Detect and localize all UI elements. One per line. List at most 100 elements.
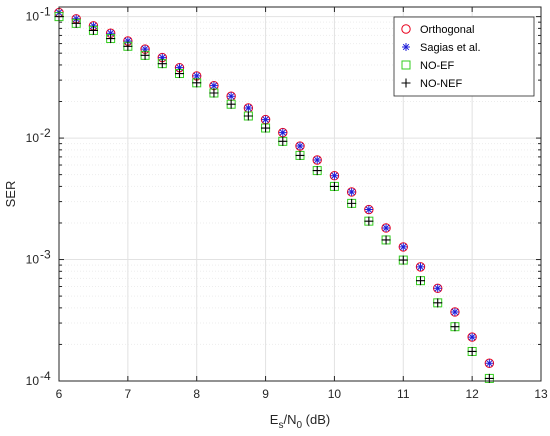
y-tick-exponent: -4 xyxy=(40,369,51,383)
y-tick-labels: 10-110-210-310-4 xyxy=(26,5,51,388)
asterisk-marker xyxy=(89,21,98,30)
asterisk-marker xyxy=(468,333,477,342)
legend-plus-marker xyxy=(401,78,411,88)
circle-marker xyxy=(329,171,340,181)
x-tick-label: 6 xyxy=(56,387,63,401)
y-tick-label: 10 xyxy=(26,131,40,145)
asterisk-marker xyxy=(313,155,322,164)
circle-marker xyxy=(295,141,305,151)
circle-marker xyxy=(312,155,322,165)
asterisk-marker xyxy=(209,81,218,90)
asterisk-marker xyxy=(485,359,494,368)
y-tick-base: 10 xyxy=(26,131,40,145)
plus-marker xyxy=(71,18,81,28)
asterisk-marker xyxy=(416,262,425,271)
plus-marker xyxy=(175,69,184,79)
asterisk-marker xyxy=(450,307,459,316)
legend-square-marker xyxy=(401,60,411,70)
asterisk-marker xyxy=(296,142,304,151)
plus-marker xyxy=(295,150,305,160)
legend-label: Orthogonal xyxy=(420,24,474,36)
y-tick-label: 10 xyxy=(26,10,40,24)
legend-label: NO-EF xyxy=(420,60,455,72)
plus-marker xyxy=(106,34,116,44)
asterisk-marker xyxy=(364,205,373,214)
circle-marker xyxy=(415,262,426,272)
y-tick-label: 10 xyxy=(26,253,40,267)
plus-marker xyxy=(433,298,443,308)
grid-lines xyxy=(59,7,541,381)
asterisk-marker xyxy=(347,187,356,196)
plus-marker xyxy=(123,41,133,51)
circle-marker xyxy=(450,307,460,317)
asterisk-marker xyxy=(261,115,270,124)
asterisk-marker xyxy=(399,242,408,251)
plot-frame xyxy=(58,6,542,382)
asterisk-marker xyxy=(106,29,115,38)
legend-items: Orthogonal Sagias et al. NO-EF NO-NEF xyxy=(401,24,481,90)
plus-marker xyxy=(364,216,374,226)
asterisk-marker xyxy=(433,284,442,293)
legend: Orthogonal Sagias et al. NO-EF NO-NEF xyxy=(393,16,535,97)
plus-marker xyxy=(467,346,477,356)
y-tick-base: 10 xyxy=(26,374,40,388)
asterisk-marker xyxy=(158,53,167,62)
x-tick-label: 11 xyxy=(397,387,410,401)
circle-marker xyxy=(433,283,443,293)
legend-label: NO-NEF xyxy=(420,78,462,90)
circle-marker xyxy=(484,358,495,368)
plus-marker xyxy=(450,322,460,332)
plus-marker xyxy=(416,276,425,286)
circle-marker xyxy=(346,187,357,197)
circle-marker xyxy=(364,204,374,215)
y-tick-exponent: -2 xyxy=(40,126,51,140)
plus-marker xyxy=(157,59,167,69)
asterisk-marker xyxy=(244,103,253,112)
legend-box xyxy=(393,16,535,97)
plus-marker xyxy=(312,166,322,176)
asterisk-marker xyxy=(123,36,132,45)
asterisk-marker xyxy=(72,14,81,23)
legend-label: Sagias et al. xyxy=(420,42,481,54)
legend-circle-marker xyxy=(401,24,411,34)
legend-asterisk-marker xyxy=(402,43,410,51)
x-tick-label: 12 xyxy=(465,387,479,401)
x-tick-label: 7 xyxy=(125,387,132,401)
y-tick-exponent: -3 xyxy=(40,248,51,262)
circle-marker xyxy=(398,242,408,252)
circle-marker xyxy=(278,127,288,138)
plus-marker xyxy=(209,88,219,98)
y-tick-base: 10 xyxy=(26,10,40,24)
plus-marker xyxy=(278,136,288,146)
asterisk-marker xyxy=(382,223,391,232)
y-axis-label: SER xyxy=(3,181,18,208)
plus-marker xyxy=(261,123,271,133)
plus-marker xyxy=(329,181,339,191)
x-tick-label: 9 xyxy=(262,387,269,401)
plus-marker xyxy=(140,50,150,60)
asterisk-marker xyxy=(192,71,201,80)
asterisk-marker xyxy=(227,92,236,101)
circle-marker xyxy=(381,223,391,233)
circle-marker xyxy=(467,332,477,342)
x-axis-label: Es/N0 (dB) xyxy=(270,412,330,431)
asterisk-marker xyxy=(141,45,150,54)
asterisk-marker xyxy=(175,63,184,72)
x-tick-label: 8 xyxy=(193,387,200,401)
series-sagias-et-al xyxy=(55,8,494,368)
plus-marker xyxy=(347,198,357,208)
y-tick-exponent: -1 xyxy=(40,5,51,19)
x-tick-label: 13 xyxy=(534,387,548,401)
plus-marker xyxy=(243,111,253,121)
x-tick-labels: 6 7 8 9 10 11 12 13 xyxy=(56,387,548,401)
asterisk-marker xyxy=(278,128,287,137)
plus-marker xyxy=(226,99,236,109)
asterisk-marker xyxy=(330,171,339,180)
y-tick-label: 10 xyxy=(26,374,40,388)
series-orthogonal xyxy=(54,7,495,368)
x-tick-label: 10 xyxy=(328,387,342,401)
plus-marker xyxy=(192,78,202,88)
plus-marker xyxy=(381,235,391,245)
plus-marker xyxy=(398,255,408,265)
